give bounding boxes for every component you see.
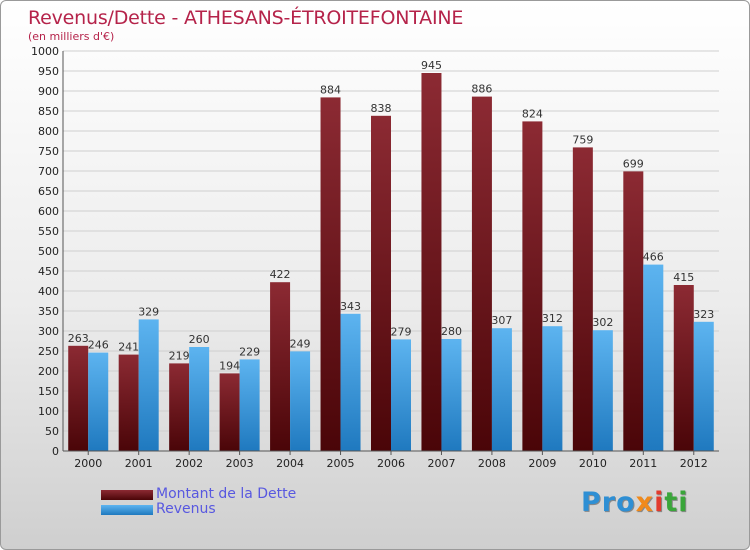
legend-label-dette: Montant de la Dette [156,486,297,502]
data-label-dette: 945 [421,59,442,72]
bar-dette [673,285,694,451]
y-tick-label: 100 [38,405,59,418]
x-tick-label: 2001 [125,457,153,470]
y-tick-label: 150 [38,385,59,398]
bar-revenus [491,328,512,451]
bar-dette [522,121,543,452]
y-tick-label: 750 [38,145,59,158]
data-label-revenus: 323 [693,308,714,321]
bar-revenus [290,351,311,451]
data-label-revenus: 279 [391,325,412,338]
y-tick-label: 700 [38,165,59,178]
bar-dette [320,97,341,452]
bar-dette [421,73,442,451]
bar-revenus [643,264,664,451]
y-tick-label: 550 [38,225,59,238]
y-tick-label: 300 [38,325,59,338]
y-tick-label: 600 [38,205,59,218]
data-label-dette: 194 [219,359,240,372]
data-label-revenus: 307 [491,314,512,327]
data-label-revenus: 280 [441,325,462,338]
data-label-dette: 219 [169,349,190,362]
bar-revenus [693,321,714,451]
x-tick-label: 2005 [327,457,355,470]
x-tick-label: 2007 [427,457,455,470]
bar-revenus [391,339,411,451]
bar-dette [471,96,492,451]
data-label-revenus: 302 [592,316,613,329]
bar-revenus [239,359,260,451]
y-tick-label: 1000 [31,45,59,58]
bar-dette [270,282,291,451]
y-tick-label: 800 [38,125,59,138]
data-label-dette: 759 [572,133,593,146]
x-tick-label: 2008 [478,457,506,470]
data-label-revenus: 260 [189,333,210,346]
data-label-revenus: 249 [290,337,311,350]
y-tick-label: 400 [38,285,59,298]
data-label-dette: 422 [270,268,291,281]
y-tick-label: 450 [38,265,59,278]
x-tick-label: 2004 [276,457,304,470]
y-tick-label: 200 [38,365,59,378]
bar-dette [118,354,139,451]
bar-revenus [340,313,361,451]
y-tick-label: 650 [38,185,59,198]
bar-dette [623,171,644,451]
bar-revenus [441,339,462,451]
legend-swatch-revenus [101,505,153,515]
bar-revenus [189,347,210,451]
data-label-revenus: 229 [239,345,260,358]
x-tick-label: 2010 [579,457,607,470]
x-tick-label: 2009 [528,457,556,470]
data-label-dette: 884 [320,83,341,96]
bar-dette [572,147,593,451]
data-label-revenus: 466 [643,251,664,264]
bar-dette [169,363,190,451]
data-label-dette: 241 [118,341,139,354]
x-tick-label: 2012 [680,457,708,470]
y-tick-label: 50 [45,425,59,438]
data-label-dette: 415 [673,271,694,284]
bar-revenus [592,330,613,451]
bar-dette [219,373,240,451]
bar-dette [371,115,391,452]
legend-swatch-dette [101,490,153,500]
bar-revenus [88,352,109,451]
legend-label-revenus: Revenus [156,501,216,517]
chart-title: Revenus/Dette - ATHESANS-ÉTROITEFONTAINE [28,7,464,29]
y-tick-label: 0 [52,445,59,458]
x-tick-label: 2002 [175,457,203,470]
data-label-dette: 886 [471,83,492,96]
x-tick-label: 2000 [74,457,102,470]
y-tick-label: 250 [38,345,59,358]
data-label-revenus: 246 [88,339,109,352]
data-label-revenus: 312 [542,312,563,325]
data-label-revenus: 329 [138,305,159,318]
y-tick-label: 850 [38,105,59,118]
y-tick-label: 500 [38,245,59,258]
chart-subtitle: (en milliers d'€) [28,30,115,43]
bar-revenus [138,319,159,451]
data-label-dette: 699 [623,157,644,170]
data-label-dette: 263 [68,332,89,345]
data-label-revenus: 343 [340,300,361,313]
y-tick-label: 950 [38,65,59,78]
bar-revenus [542,326,563,451]
data-label-dette: 824 [522,107,543,120]
data-label-dette: 838 [371,102,392,115]
y-tick-label: 900 [38,85,59,98]
bar-dette [68,345,89,451]
x-tick-label: 2006 [377,457,405,470]
x-tick-label: 2011 [629,457,657,470]
proxiti-logo: Proxiti [581,487,689,518]
x-tick-label: 2003 [226,457,254,470]
y-tick-label: 350 [38,305,59,318]
